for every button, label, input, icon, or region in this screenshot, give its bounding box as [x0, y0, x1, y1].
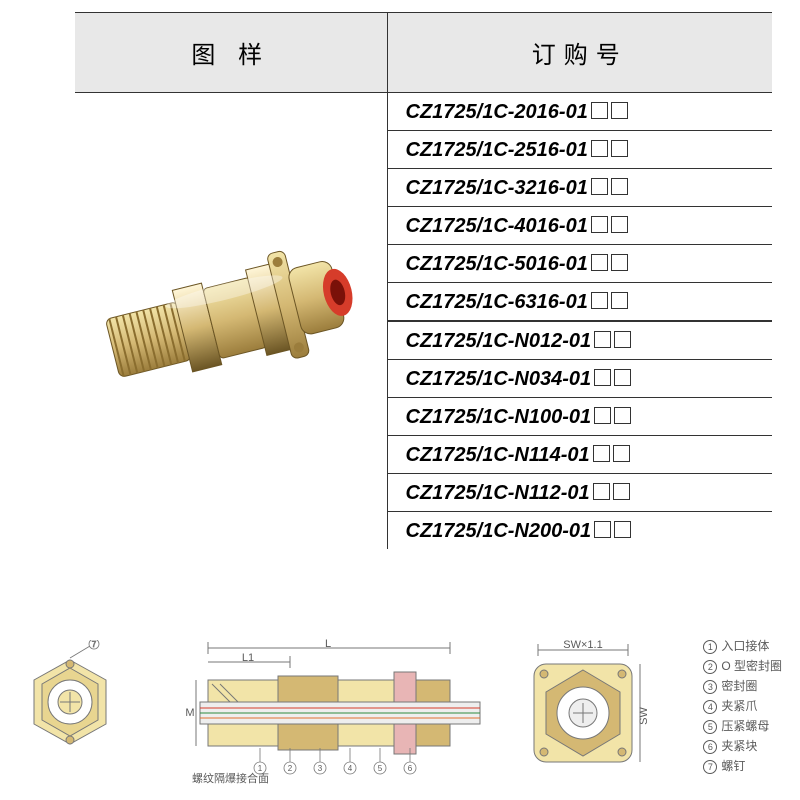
svg-text:SW×1.1: SW×1.1 — [563, 639, 602, 651]
option-box — [593, 445, 610, 462]
part-number-cell: CZ1725/1C-4016-01 — [387, 207, 772, 245]
option-box — [614, 521, 631, 538]
option-box — [613, 445, 630, 462]
table-header-row: 图 样 订购号 — [75, 13, 772, 93]
part-number: CZ1725/1C-N114-01 — [406, 444, 590, 466]
option-box — [594, 331, 611, 348]
legend-label: 压紧螺母 — [721, 719, 769, 733]
legend-item: 5 压紧螺母 — [703, 716, 782, 736]
option-box — [613, 483, 630, 500]
legend-number: 1 — [703, 640, 717, 654]
part-number: CZ1725/1C-N200-01 — [406, 520, 592, 542]
end-view: SW×1.1 SW — [520, 636, 650, 786]
part-number-cell: CZ1725/1C-5016-01 — [387, 245, 772, 283]
legend-item: 6 夹紧块 — [703, 736, 782, 756]
part-number: CZ1725/1C-N034-01 — [406, 368, 592, 390]
legend-label: 入口接体 — [721, 639, 769, 653]
svg-text:L1: L1 — [242, 652, 254, 664]
legend-number: 2 — [703, 660, 717, 674]
option-box — [611, 178, 628, 195]
hex-front-view: 7 — [10, 640, 130, 780]
part-number-cell: CZ1725/1C-2016-01 — [387, 93, 772, 131]
cross-section-view: L L1 M 1 2 3 4 5 6 — [160, 636, 500, 786]
parts-legend: 1 入口接体 2 O 型密封圈 3 密封圈 4 夹紧爪 5 压紧螺母 6 夹紧块 7 螺钉 — [703, 636, 782, 776]
legend-number: 3 — [703, 680, 717, 694]
svg-text:5: 5 — [378, 764, 383, 773]
option-box — [594, 407, 611, 424]
part-number-cell: CZ1725/1C-N100-01 — [387, 398, 772, 436]
legend-label: 夹紧块 — [721, 739, 757, 753]
part-number: CZ1725/1C-6316-01 — [406, 291, 588, 313]
part-number: CZ1725/1C-2016-01 — [406, 101, 588, 123]
part-number: CZ1725/1C-4016-01 — [406, 215, 588, 237]
option-box — [611, 254, 628, 271]
option-box — [594, 521, 611, 538]
legend-number: 4 — [703, 700, 717, 714]
part-number-cell: CZ1725/1C-N034-01 — [387, 360, 772, 398]
option-box — [591, 102, 608, 119]
option-box — [611, 140, 628, 157]
legend-label: O 型密封圈 — [721, 659, 782, 673]
svg-text:2: 2 — [288, 764, 293, 773]
option-box — [591, 216, 608, 233]
part-number-cell: CZ1725/1C-N112-01 — [387, 474, 772, 512]
legend-number: 5 — [703, 720, 717, 734]
part-number: CZ1725/1C-N012-01 — [406, 330, 592, 352]
legend-item: 4 夹紧爪 — [703, 696, 782, 716]
table-row: CZ1725/1C-2016-01 — [75, 93, 772, 131]
svg-text:3: 3 — [318, 764, 323, 773]
option-box — [593, 483, 610, 500]
svg-text:7: 7 — [92, 640, 97, 649]
part-number: CZ1725/1C-3216-01 — [406, 177, 588, 199]
legend-number: 7 — [703, 760, 717, 774]
legend-label: 密封圈 — [721, 679, 757, 693]
option-box — [614, 407, 631, 424]
product-image-cell — [75, 93, 387, 550]
legend-item: 7 螺钉 — [703, 756, 782, 776]
legend-item: 1 入口接体 — [703, 636, 782, 656]
option-box — [591, 254, 608, 271]
option-box — [611, 216, 628, 233]
legend-label: 螺钉 — [721, 759, 745, 773]
part-number: CZ1725/1C-N112-01 — [406, 482, 590, 504]
option-box — [591, 140, 608, 157]
svg-text:SW: SW — [638, 707, 650, 725]
part-number-cell: CZ1725/1C-N200-01 — [387, 512, 772, 550]
svg-text:4: 4 — [348, 764, 353, 773]
spec-table: 图 样 订购号 — [75, 12, 772, 549]
svg-text:6: 6 — [408, 764, 413, 773]
option-box — [614, 331, 631, 348]
part-number: CZ1725/1C-5016-01 — [406, 253, 588, 275]
header-partno-col: 订购号 — [387, 13, 772, 93]
option-box — [614, 369, 631, 386]
part-number-cell: CZ1725/1C-N012-01 — [387, 321, 772, 360]
svg-text:M: M — [185, 707, 194, 719]
svg-text:L: L — [325, 638, 331, 650]
legend-item: 2 O 型密封圈 — [703, 656, 782, 676]
option-box — [591, 178, 608, 195]
legend-number: 6 — [703, 740, 717, 754]
part-number: CZ1725/1C-2516-01 — [406, 139, 588, 161]
part-number-cell: CZ1725/1C-N114-01 — [387, 436, 772, 474]
option-box — [591, 292, 608, 309]
part-number: CZ1725/1C-N100-01 — [406, 406, 592, 428]
cable-gland-icon — [91, 219, 371, 419]
option-box — [611, 102, 628, 119]
thread-note: 螺纹隔爆接合面 — [192, 770, 269, 786]
option-box — [611, 292, 628, 309]
part-number-cell: CZ1725/1C-6316-01 — [387, 283, 772, 322]
part-number-cell: CZ1725/1C-3216-01 — [387, 169, 772, 207]
header-image-col: 图 样 — [75, 13, 387, 93]
part-number-cell: CZ1725/1C-2516-01 — [387, 131, 772, 169]
legend-item: 3 密封圈 — [703, 676, 782, 696]
technical-diagrams: 7 — [10, 636, 790, 791]
option-box — [594, 369, 611, 386]
legend-label: 夹紧爪 — [721, 699, 757, 713]
